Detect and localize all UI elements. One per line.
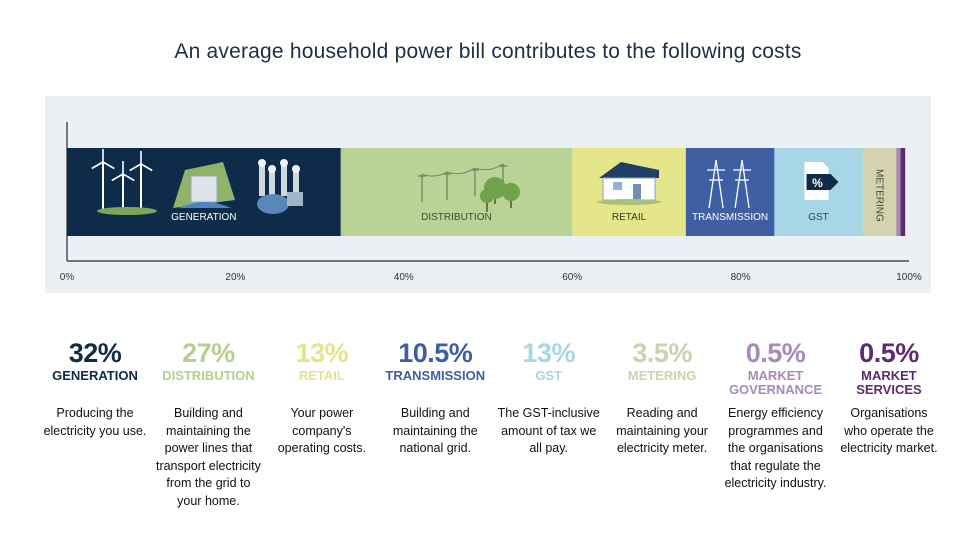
bar-segment-metering (862, 148, 897, 236)
percent-document-icon: % (804, 162, 839, 200)
cost-card-gst: 13% GST The GST-inclusive amount of tax we… (494, 338, 604, 538)
cost-card-market-governance: 0.5% MARKET GOVERNANCE Energy efficiency p… (721, 338, 831, 538)
wind-turbines-hydro-dam-plant-icon (91, 149, 303, 215)
cost-card-retail: 13% RETAIL Your power company's operating … (267, 338, 377, 538)
card-category-name: METERING (627, 368, 697, 383)
house-icon (597, 162, 662, 205)
x-tick-label: 60% (562, 272, 582, 283)
card-category-name: MARKET GOVERNANCE (728, 368, 823, 397)
segment-label-retail: RETAIL (612, 212, 647, 223)
card-percentage: 13% (522, 338, 575, 368)
cost-card-metering: 3.5% METERING Reading and maintaining your… (607, 338, 717, 538)
cost-card-market-services: 0.5% MARKET SERVICES Organisations who ope… (834, 338, 944, 538)
card-description: Energy efficiency programmes and the org… (724, 406, 827, 490)
card-percentage: 32% (68, 338, 122, 368)
card-description: Your power company's operating costs. (277, 406, 366, 455)
card-category-name: MARKET SERVICES (856, 368, 922, 397)
x-tick-label: 0% (60, 272, 75, 283)
x-tick-label: 20% (225, 272, 245, 283)
segment-label-transmission: TRANSMISSION (692, 212, 768, 223)
page-title: An average household power bill contribu… (174, 40, 802, 63)
x-tick-label: 100% (896, 272, 922, 283)
card-description: Producing the electricity you use. (43, 406, 147, 438)
card-percentage: 0.5% (859, 338, 919, 368)
x-tick-label: 40% (394, 272, 414, 283)
card-category-name: GST (535, 368, 563, 383)
card-description: Organisations who operate the electricit… (840, 406, 938, 455)
card-percentage: 10.5% (398, 338, 473, 368)
segment-label-metering: METERING (874, 169, 885, 222)
segment-label-gst: GST (808, 212, 829, 223)
cost-card-transmission: 10.5% TRANSMISSION Building and maintainin… (380, 338, 490, 538)
card-percentage: 0.5% (745, 338, 806, 368)
stacked-bar-chart: GENERATION DISTRIBUTION RETAIL TRANSMISSION… (60, 122, 922, 283)
card-percentage: 13% (295, 338, 349, 368)
card-category-name: RETAIL (298, 368, 345, 383)
cost-card-generation: 32% GENERATION Producing the electricity y… (40, 338, 150, 538)
card-percentage: 3.5% (632, 338, 692, 368)
segment-label-generation: GENERATION (171, 212, 236, 223)
card-category-name: TRANSMISSION (385, 368, 486, 383)
card-description: Building and maintaining the power lines… (155, 406, 261, 508)
chart-panel: GENERATION DISTRIBUTION RETAIL TRANSMISSION… (45, 96, 931, 293)
bar-segment-transmission (685, 148, 775, 236)
segment-label-distribution: DISTRIBUTION (421, 212, 492, 223)
card-percentage: 27% (182, 338, 235, 368)
card-description: Building and maintaining the national gr… (392, 406, 478, 455)
card-description: Reading and maintaining your electricity… (616, 406, 708, 455)
bar-segment-market-services (900, 148, 906, 236)
bar-segment-distribution (340, 148, 573, 236)
cost-cards: 32% GENERATION Producing the electricity y… (40, 338, 944, 538)
x-tick-label: 80% (731, 272, 751, 283)
card-category-name: GENERATION (52, 368, 138, 383)
svg-text:%: % (812, 176, 823, 190)
bar-segment-market-governance (896, 148, 901, 236)
card-description: The GST-inclusive amount of tax we all p… (497, 406, 600, 455)
card-category-name: DISTRIBUTION (162, 368, 255, 383)
cost-card-distribution: 27% DISTRIBUTION Building and maintaining … (153, 338, 263, 538)
power-lines-trees-icon (418, 163, 520, 212)
pylon-icon (707, 159, 752, 209)
